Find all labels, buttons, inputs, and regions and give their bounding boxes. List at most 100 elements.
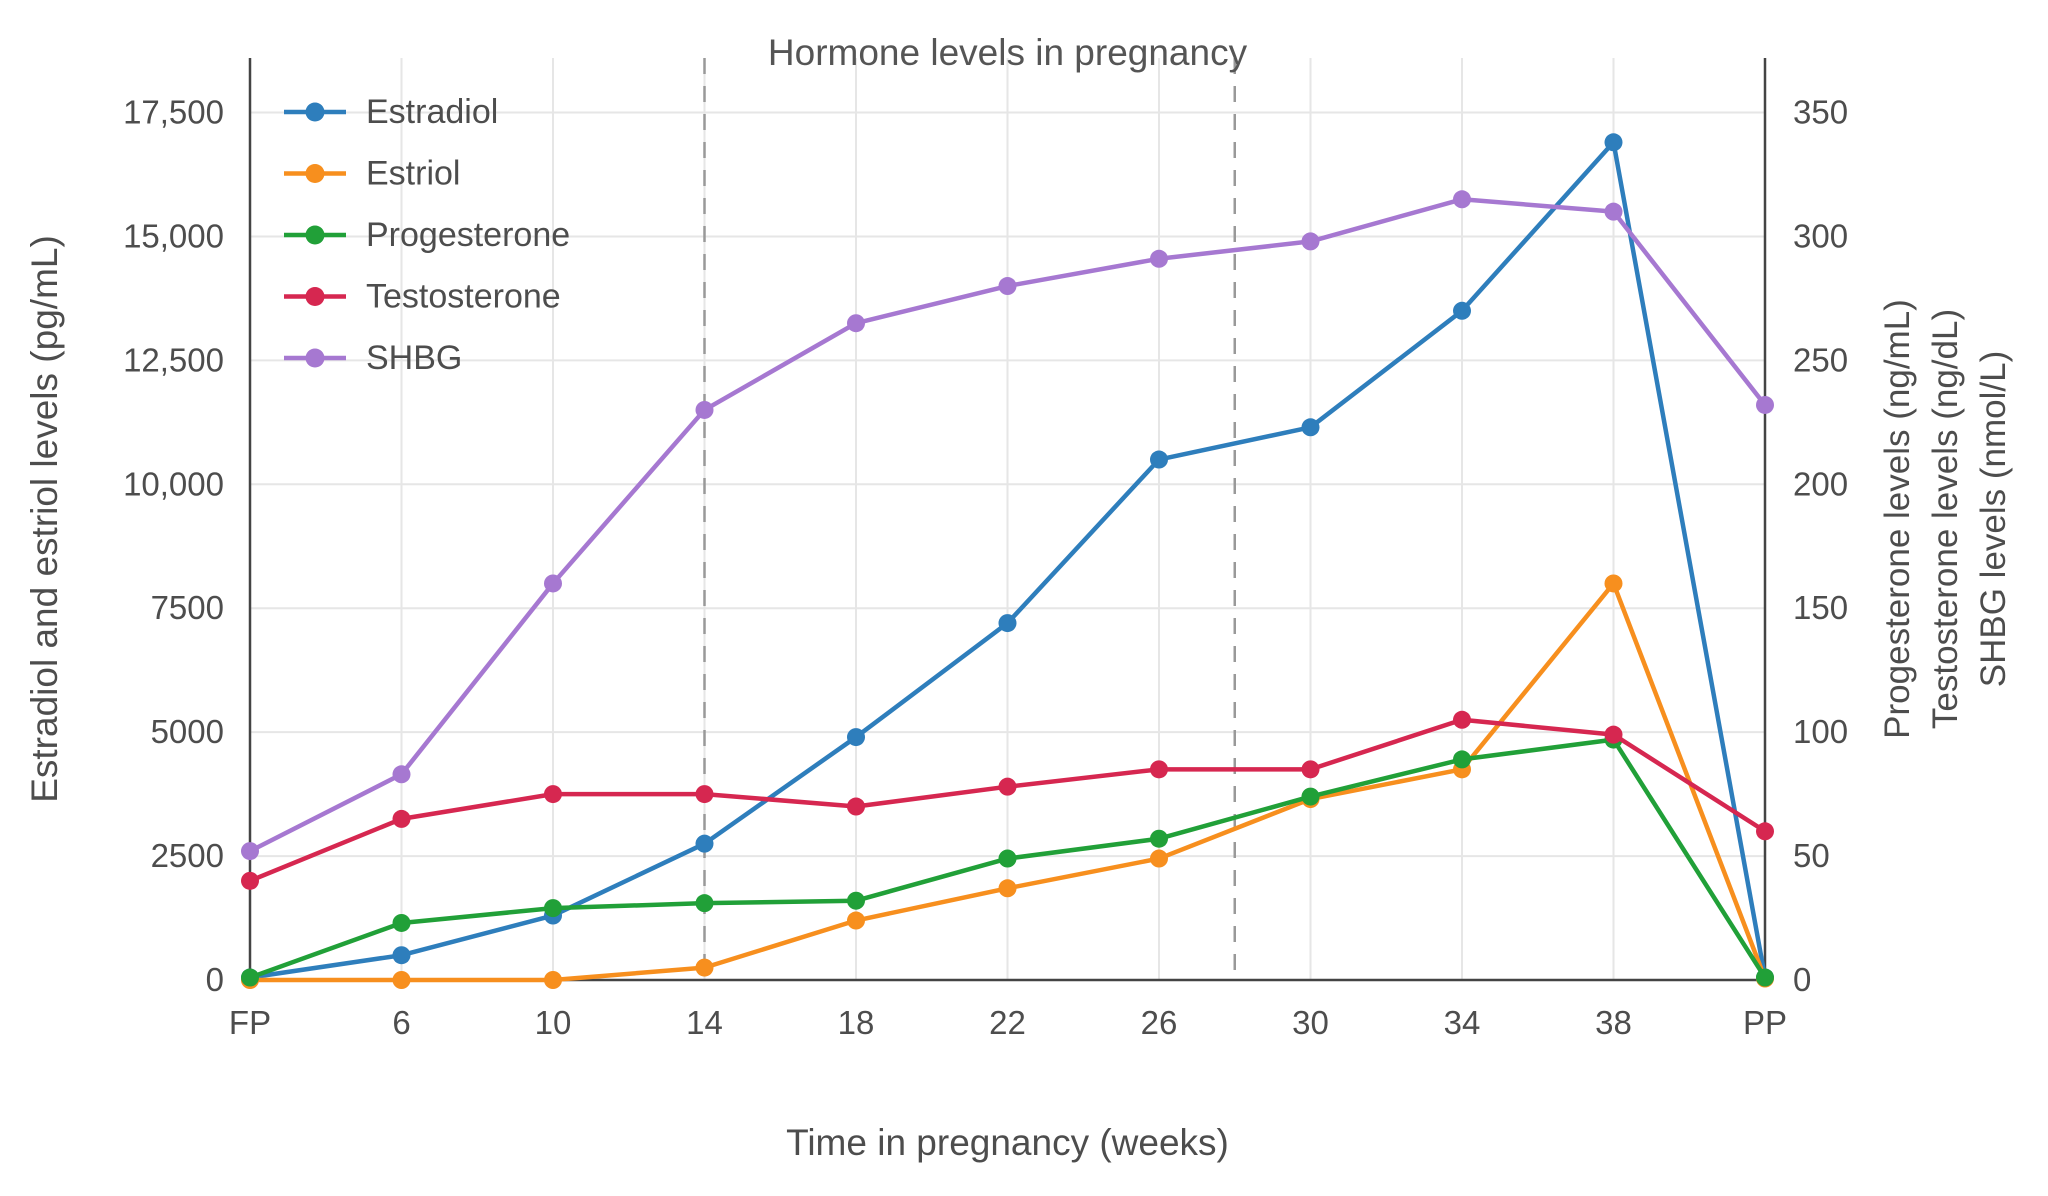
series-shbg [241,190,1774,861]
y-right-tick-label: 50 [1793,837,1830,874]
x-tick-label: 38 [1595,1004,1632,1041]
y-left-tick-label: 10,000 [123,465,224,502]
data-point [847,891,865,910]
data-point [544,971,562,989]
legend-label: Testosterone [366,278,561,316]
legend-marker-icon [305,164,325,183]
y-axis-right-title-progesterone: Progesterone levels (ng/mL) [1878,299,1917,739]
y-axis-right-title-shbg: SHBG levels (nmol/L) [1974,350,2013,688]
legend-label: Progesterone [366,216,570,254]
data-point [1150,829,1168,848]
x-tick-label: PP [1743,1004,1787,1041]
data-point [998,277,1017,296]
x-tick-label: FP [229,1004,271,1041]
data-point [1604,133,1623,152]
data-point [847,911,865,930]
data-point [695,834,714,853]
data-point [695,958,714,977]
x-tick-label: 22 [989,1004,1026,1041]
legend-marker-icon [305,348,325,368]
y-right-tick-label: 150 [1793,589,1848,626]
y-axis-left-title: Estradiol and estriol levels (pg/mL) [24,235,65,803]
x-tick-label: 26 [1141,1004,1178,1041]
data-point [1453,750,1471,769]
y-left-tick-label: 0 [206,961,224,998]
series-estriol [241,574,1774,989]
data-point [1301,760,1320,779]
y-left-tick-labels: 0 2500 5000 7500 10,000 12,500 15,000 17,500 [123,94,224,998]
data-point [998,614,1017,633]
y-right-tick-label: 0 [1793,961,1811,998]
data-point [392,946,411,965]
data-point [847,797,865,816]
data-point [1150,760,1168,779]
data-point [544,785,562,804]
data-point [392,971,411,989]
data-point [241,968,259,987]
y-right-tick-labels: 0 50 100 150 200 250 300 350 [1793,94,1848,998]
x-tick-label: 6 [392,1004,410,1041]
data-point [1604,202,1623,221]
data-point [392,765,411,784]
y-right-tick-label: 300 [1793,217,1848,254]
legend-marker-icon [305,225,325,245]
data-point [1604,725,1623,744]
legend-marker-icon [305,287,325,306]
x-tick-label: 14 [686,1004,723,1041]
legend-label: Estradiol [366,93,498,131]
data-point [847,314,865,333]
data-point [544,574,562,593]
data-point [1301,787,1320,806]
y-right-tick-label: 200 [1793,465,1848,502]
data-point [1756,395,1774,414]
y-left-tick-label: 7500 [151,589,224,626]
legend: Estradiol Estriol Progesterone Testosterone… [284,93,570,377]
series-progesterone [241,730,1774,987]
legend-item-progesterone[interactable]: Progesterone [284,216,570,254]
legend-label: Estriol [366,155,460,193]
y-right-tick-label: 350 [1793,94,1848,131]
data-point [1453,710,1471,729]
x-tick-label: 30 [1292,1004,1329,1041]
legend-item-shbg[interactable]: SHBG [284,339,462,377]
legend-item-testosterone[interactable]: Testosterone [284,278,561,316]
y-left-tick-label: 17,500 [123,94,224,131]
data-point [1453,190,1471,209]
data-point [1150,849,1168,868]
data-point [998,849,1017,868]
data-point [1150,450,1168,469]
data-point [241,871,259,890]
legend-item-estriol[interactable]: Estriol [284,155,460,193]
data-point [695,785,714,804]
y-axis-right-title-testosterone: Testosterone levels (ng/dL) [1926,308,1965,730]
legend-marker-icon [305,102,325,122]
y-right-tick-label: 250 [1793,341,1848,378]
legend-item-estradiol[interactable]: Estradiol [284,93,498,131]
data-point [695,894,714,913]
y-left-tick-label: 12,500 [123,341,224,378]
series-testosterone [241,710,1774,890]
data-point [1453,301,1471,320]
data-point [998,879,1017,898]
data-point [998,777,1017,796]
data-point [392,913,411,932]
data-point [1301,232,1320,251]
data-point [1301,418,1320,437]
data-point [695,400,714,419]
gridlines [250,58,1765,980]
data-point [1150,249,1168,268]
data-point [1604,574,1623,593]
x-tick-label: 34 [1444,1004,1481,1041]
x-tick-label: 10 [535,1004,572,1041]
y-left-tick-label: 15,000 [123,217,224,254]
x-axis-title: Time in pregnancy (weeks) [786,1122,1229,1163]
data-point [392,809,411,828]
y-left-tick-label: 5000 [151,713,224,750]
data-point [1756,822,1774,841]
data-point [544,899,562,918]
y-right-tick-label: 100 [1793,713,1848,750]
y-left-tick-label: 2500 [151,837,224,874]
data-point [1756,968,1774,987]
data-point [241,842,259,861]
